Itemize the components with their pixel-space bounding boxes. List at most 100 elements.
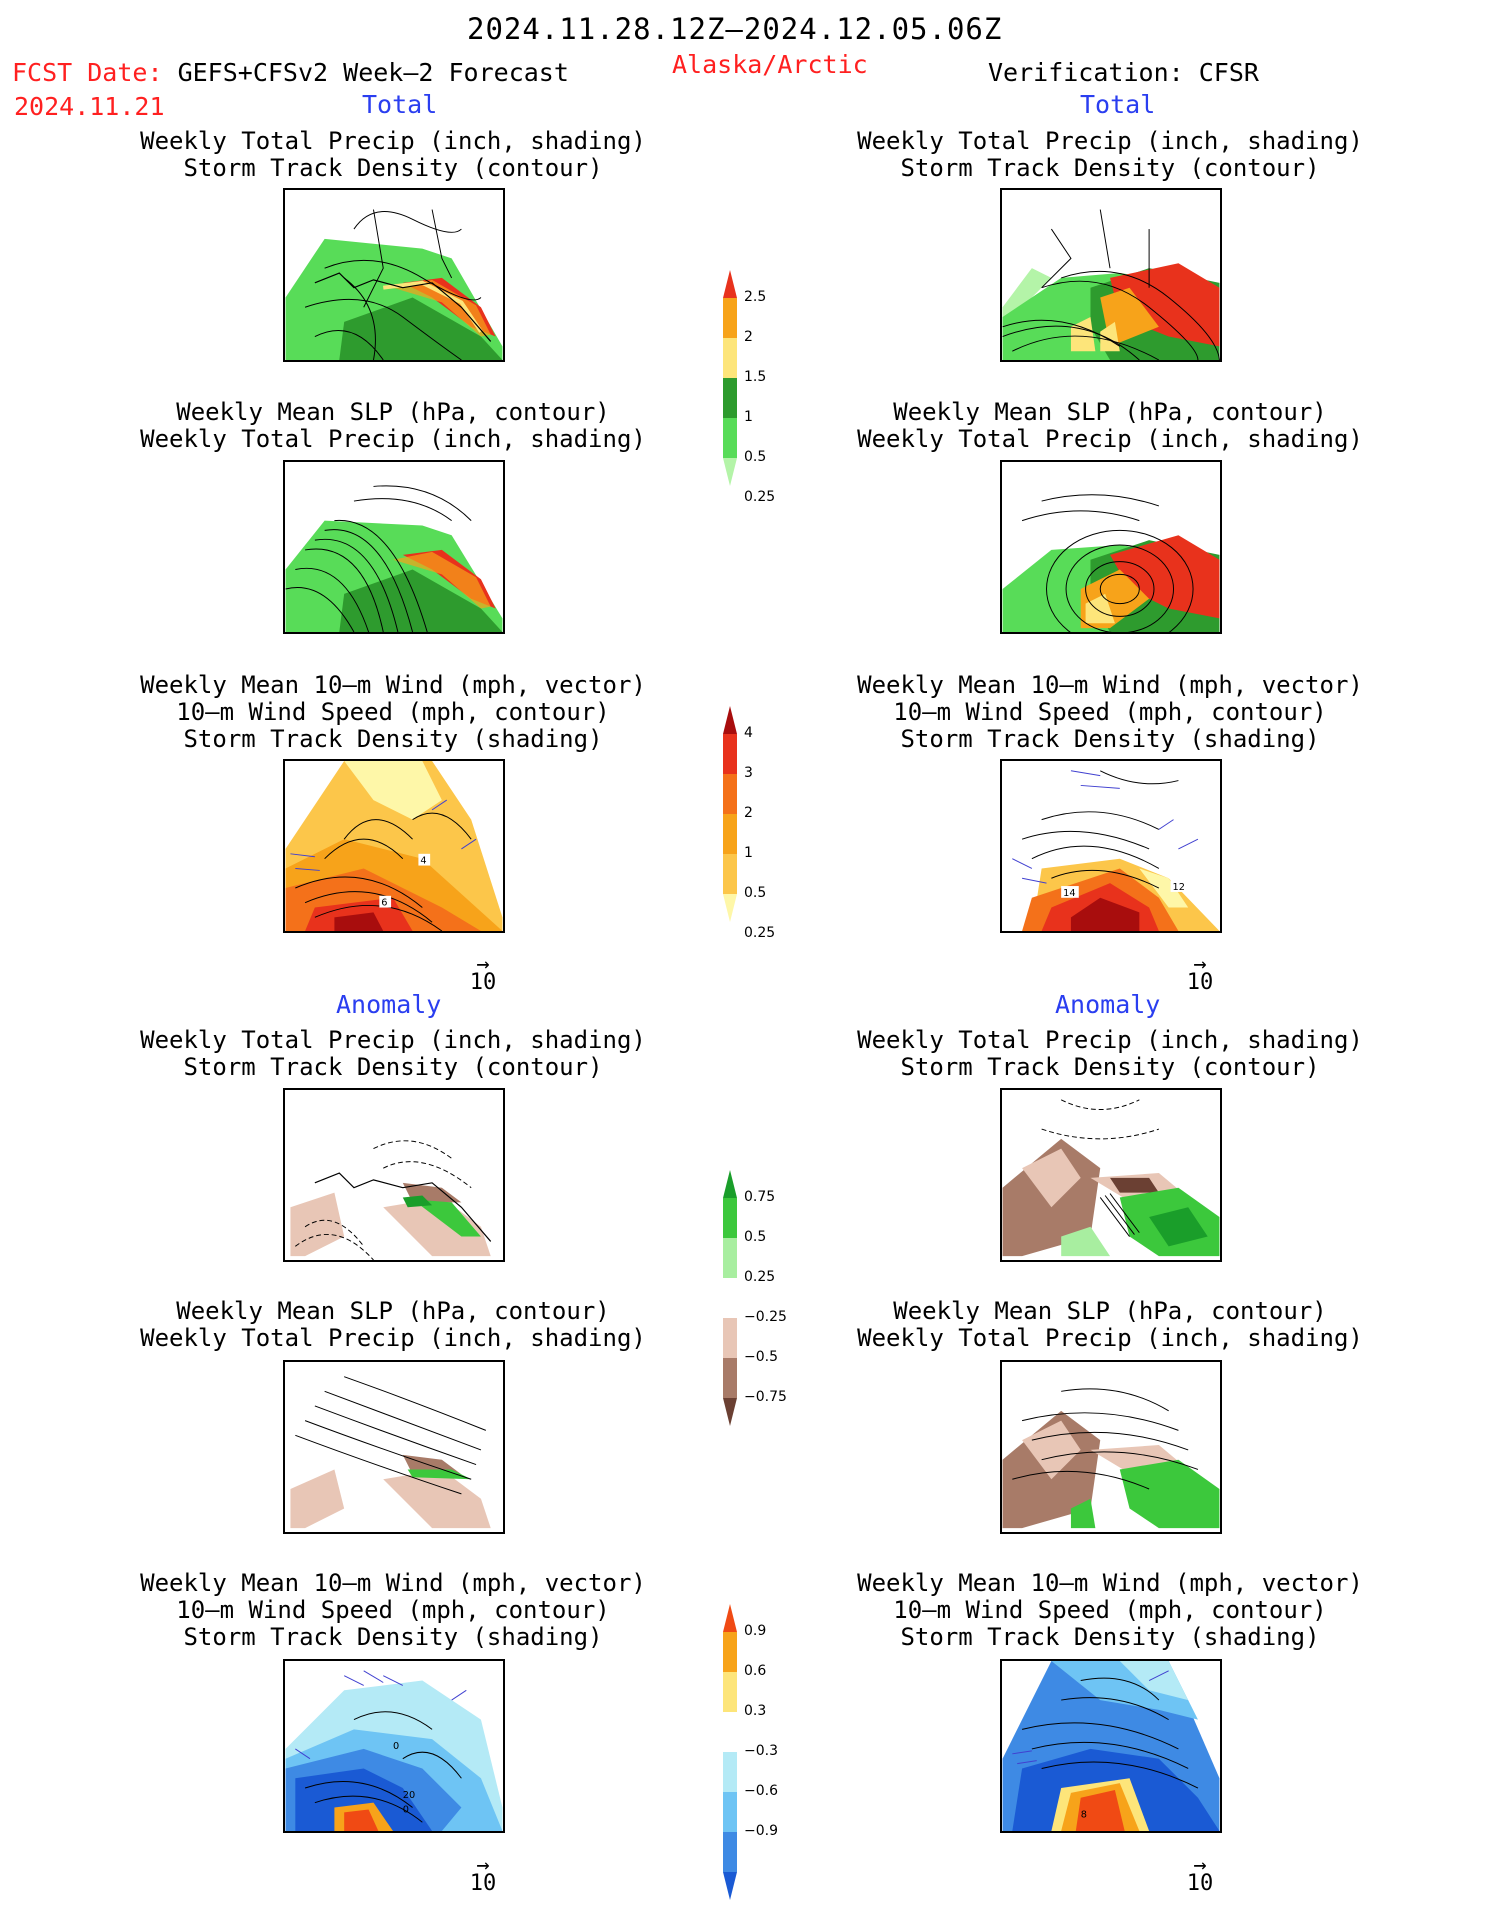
title-line: 10–m Wind Speed (mph, contour)	[893, 1596, 1327, 1624]
section-anomaly-left: Anomaly	[336, 990, 442, 1019]
contour-label: 14	[1063, 888, 1075, 899]
colorbar-segment	[723, 854, 737, 894]
map-fc-anom-wind: 0 20 0	[283, 1659, 505, 1833]
colorbar-segment	[723, 1632, 737, 1672]
colorbar-segment	[723, 814, 737, 854]
contour-label: 4	[420, 856, 426, 867]
colorbar-segment	[723, 338, 737, 378]
title-line: Weekly Mean SLP (hPa, contour)	[176, 398, 610, 426]
colorbar-segment	[723, 1792, 737, 1832]
forecast-period: 2024.11.28.12Z–2024.12.05.06Z	[467, 12, 1003, 46]
colorbar-segment	[723, 1170, 737, 1198]
map-fc-anom-precip	[283, 1088, 505, 1262]
colorbar-segment	[723, 1318, 737, 1358]
title-line: Storm Track Density (contour)	[183, 1053, 603, 1081]
colorbar-segment	[723, 1238, 737, 1278]
map-ob-anom-slp	[1000, 1360, 1222, 1534]
title-fc-total-precip: Weekly Total Precip (inch, shading) Stor…	[113, 128, 673, 182]
fcst-date-label: FCST Date: GEFS+CFSv2 Week–2 Forecast	[12, 58, 569, 87]
colorbar-segment	[723, 270, 737, 298]
title-fc-anom-wind: Weekly Mean 10–m Wind (mph, vector) 10–m…	[113, 1570, 673, 1651]
arrow-icon: →	[476, 952, 490, 977]
colorbar-label: −0.5	[744, 1349, 778, 1365]
title-ob-anom-wind: Weekly Mean 10–m Wind (mph, vector) 10–m…	[830, 1570, 1390, 1651]
title-line: Storm Track Density (shading)	[900, 725, 1320, 753]
colorbar-label: 3	[744, 765, 753, 781]
arrow-icon: →	[1193, 1853, 1207, 1878]
map-ob-anom-wind: 8	[1000, 1659, 1222, 1833]
title-line: Weekly Total Precip (inch, shading)	[857, 1026, 1363, 1054]
title-line: Weekly Mean SLP (hPa, contour)	[893, 1297, 1327, 1325]
title-line: Storm Track Density (shading)	[900, 1623, 1320, 1651]
colorbar-segment	[723, 1198, 737, 1238]
colorbar-label: 0.25	[744, 489, 776, 505]
colorbar-label: 0.25	[744, 1269, 776, 1285]
title-line: Weekly Mean 10–m Wind (mph, vector)	[140, 671, 646, 699]
title-line: Weekly Total Precip (inch, shading)	[140, 425, 646, 453]
map-ob-total-slp	[1000, 460, 1222, 634]
colorbar-segment	[723, 1278, 737, 1318]
fcst-label: FCST Date:	[12, 58, 163, 87]
colorbar-segment	[723, 894, 737, 922]
section-total-left: Total	[362, 90, 438, 119]
vector-ref-value: 10	[469, 970, 497, 995]
colorbar-label: −0.25	[744, 1309, 787, 1325]
map-fc-anom-slp	[283, 1360, 505, 1534]
title-line: Storm Track Density (contour)	[183, 154, 603, 182]
colorbar-label: 0.3	[744, 1703, 767, 1719]
section-total-right: Total	[1080, 90, 1156, 119]
title-line: Weekly Total Precip (inch, shading)	[140, 1026, 646, 1054]
colorbar-label: 1	[744, 845, 753, 861]
title-ob-total-wind: Weekly Mean 10–m Wind (mph, vector) 10–m…	[830, 672, 1390, 753]
colorbar-label: 0.25	[744, 925, 776, 941]
vector-ref-ob-anom: → 10	[1170, 1853, 1230, 1895]
colorbar-graphic	[723, 1170, 737, 1426]
colorbar-label: 0.6	[744, 1663, 767, 1679]
colorbar-graphic	[723, 1604, 737, 1900]
contour-label: 6	[381, 898, 387, 909]
title-line: Weekly Total Precip (inch, shading)	[140, 1324, 646, 1352]
colorbar-segment	[723, 1832, 737, 1872]
verification-label: Verification: CFSR	[988, 58, 1259, 87]
colorbar-label: −0.9	[744, 1823, 778, 1839]
colorbar-segment	[723, 774, 737, 814]
title-ob-total-slp: Weekly Mean SLP (hPa, contour) Weekly To…	[830, 399, 1390, 453]
colorbar-segment	[723, 1872, 737, 1900]
colorbar-segment	[723, 1712, 737, 1752]
colorbar-label: 0.5	[744, 449, 767, 465]
title-line: Storm Track Density (shading)	[183, 725, 603, 753]
colorbar-label: −0.6	[744, 1783, 778, 1799]
title-fc-anom-precip: Weekly Total Precip (inch, shading) Stor…	[113, 1027, 673, 1081]
colorbar-label: −0.3	[744, 1743, 778, 1759]
colorbar-segment	[723, 1604, 737, 1632]
arrow-icon: →	[1193, 952, 1207, 977]
colorbar-segment	[723, 1398, 737, 1426]
colorbar-segment	[723, 418, 737, 458]
title-ob-anom-slp: Weekly Mean SLP (hPa, contour) Weekly To…	[830, 1298, 1390, 1352]
colorbar-label: 2.5	[744, 289, 767, 305]
title-fc-total-wind: Weekly Mean 10–m Wind (mph, vector) 10–m…	[113, 672, 673, 753]
contour-label: 20	[403, 1790, 415, 1801]
colorbar-segment	[723, 1752, 737, 1792]
colorbar-segment	[723, 378, 737, 418]
title-fc-total-slp: Weekly Mean SLP (hPa, contour) Weekly To…	[113, 399, 673, 453]
vector-ref-fc-total: → 10	[453, 952, 513, 995]
title-line: Storm Track Density (contour)	[900, 154, 1320, 182]
colorbar-total-storm: 4 3 2 1 0.5 0.25	[722, 706, 775, 941]
colorbar-segment	[723, 1672, 737, 1712]
colorbar-segment	[723, 298, 737, 338]
section-anomaly-right: Anomaly	[1055, 990, 1161, 1019]
colorbar-label: 1	[744, 409, 753, 425]
title-ob-anom-precip: Weekly Total Precip (inch, shading) Stor…	[830, 1027, 1390, 1081]
arrow-icon: →	[476, 1853, 490, 1878]
colorbar-total-precip: 2.5 2 1.5 1 0.5 0.25	[722, 270, 775, 505]
map-ob-anom-precip	[1000, 1088, 1222, 1262]
colorbar-label: 0.5	[744, 885, 767, 901]
title-line: Weekly Total Precip (inch, shading)	[857, 425, 1363, 453]
title-line: Weekly Mean SLP (hPa, contour)	[176, 1297, 610, 1325]
colorbar-label: 4	[744, 725, 753, 741]
contour-label: 0	[393, 1741, 399, 1752]
title-line: Weekly Total Precip (inch, shading)	[857, 1324, 1363, 1352]
contour-label: 12	[1173, 882, 1185, 893]
title-ob-total-precip: Weekly Total Precip (inch, shading) Stor…	[830, 128, 1390, 182]
